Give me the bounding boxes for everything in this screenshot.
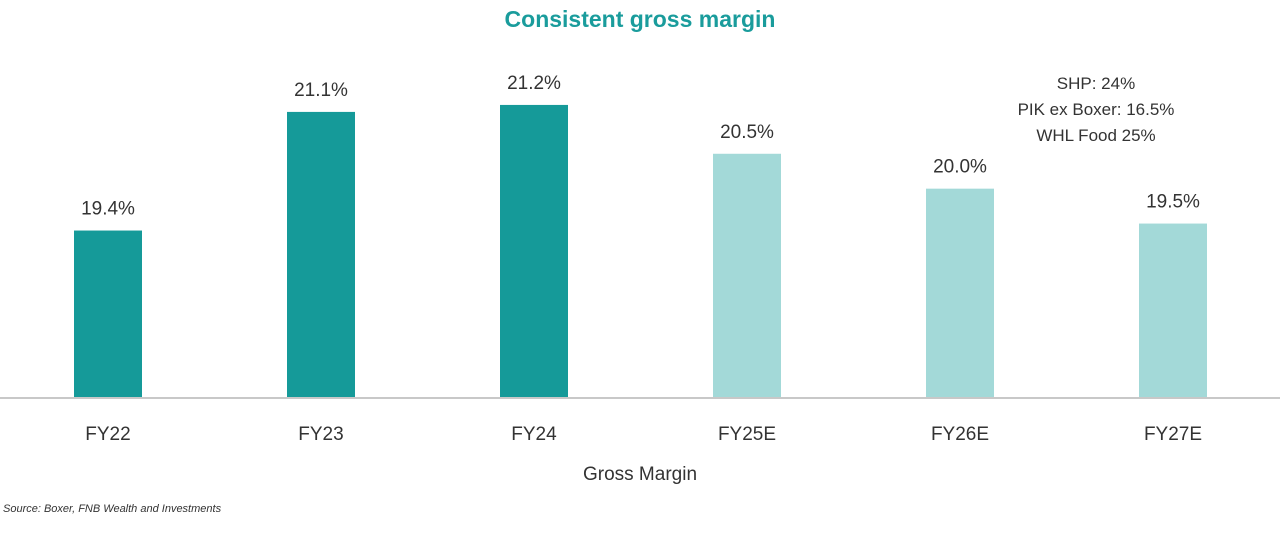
data-label-fy26e: 20.0% [933, 157, 987, 178]
x-tick-fy24: FY24 [511, 424, 557, 445]
bar-fy22 [74, 230, 142, 398]
peer-margin-annotation: SHP: 24% PIK ex Boxer: 16.5% WHL Food 25… [1018, 74, 1175, 145]
annotation-line-shp: SHP: 24% [1057, 74, 1135, 93]
x-tick-labels: FY22 FY23 FY24 FY25E FY26E FY27E [85, 424, 1202, 445]
x-axis-title: Gross Margin [583, 464, 697, 485]
data-label-fy22: 19.4% [81, 199, 135, 220]
x-tick-fy25e: FY25E [718, 424, 776, 445]
data-label-fy27e: 19.5% [1146, 192, 1200, 213]
value-labels-group: 19.4% 21.1% 21.2% 20.5% 20.0% 19.5% [81, 73, 1200, 220]
x-tick-fy22: FY22 [85, 424, 130, 445]
source-note: Source: Boxer, FNB Wealth and Investment… [3, 503, 222, 515]
annotation-line-pik: PIK ex Boxer: 16.5% [1018, 100, 1175, 119]
x-tick-fy26e: FY26E [931, 424, 989, 445]
x-tick-fy23: FY23 [298, 424, 343, 445]
data-label-fy24: 21.2% [507, 73, 561, 94]
data-label-fy23: 21.1% [294, 80, 348, 101]
bars-group [74, 104, 1207, 399]
annotation-line-whl: WHL Food 25% [1036, 126, 1155, 145]
bar-fy25e [713, 153, 781, 398]
data-label-fy25e: 20.5% [720, 122, 774, 143]
bar-fy27e [1139, 223, 1207, 398]
x-tick-fy27e: FY27E [1144, 424, 1202, 445]
bar-fy24 [500, 104, 568, 398]
bar-fy23 [287, 111, 355, 399]
chart-title: Consistent gross margin [505, 6, 776, 32]
bar-fy26e [926, 188, 994, 398]
